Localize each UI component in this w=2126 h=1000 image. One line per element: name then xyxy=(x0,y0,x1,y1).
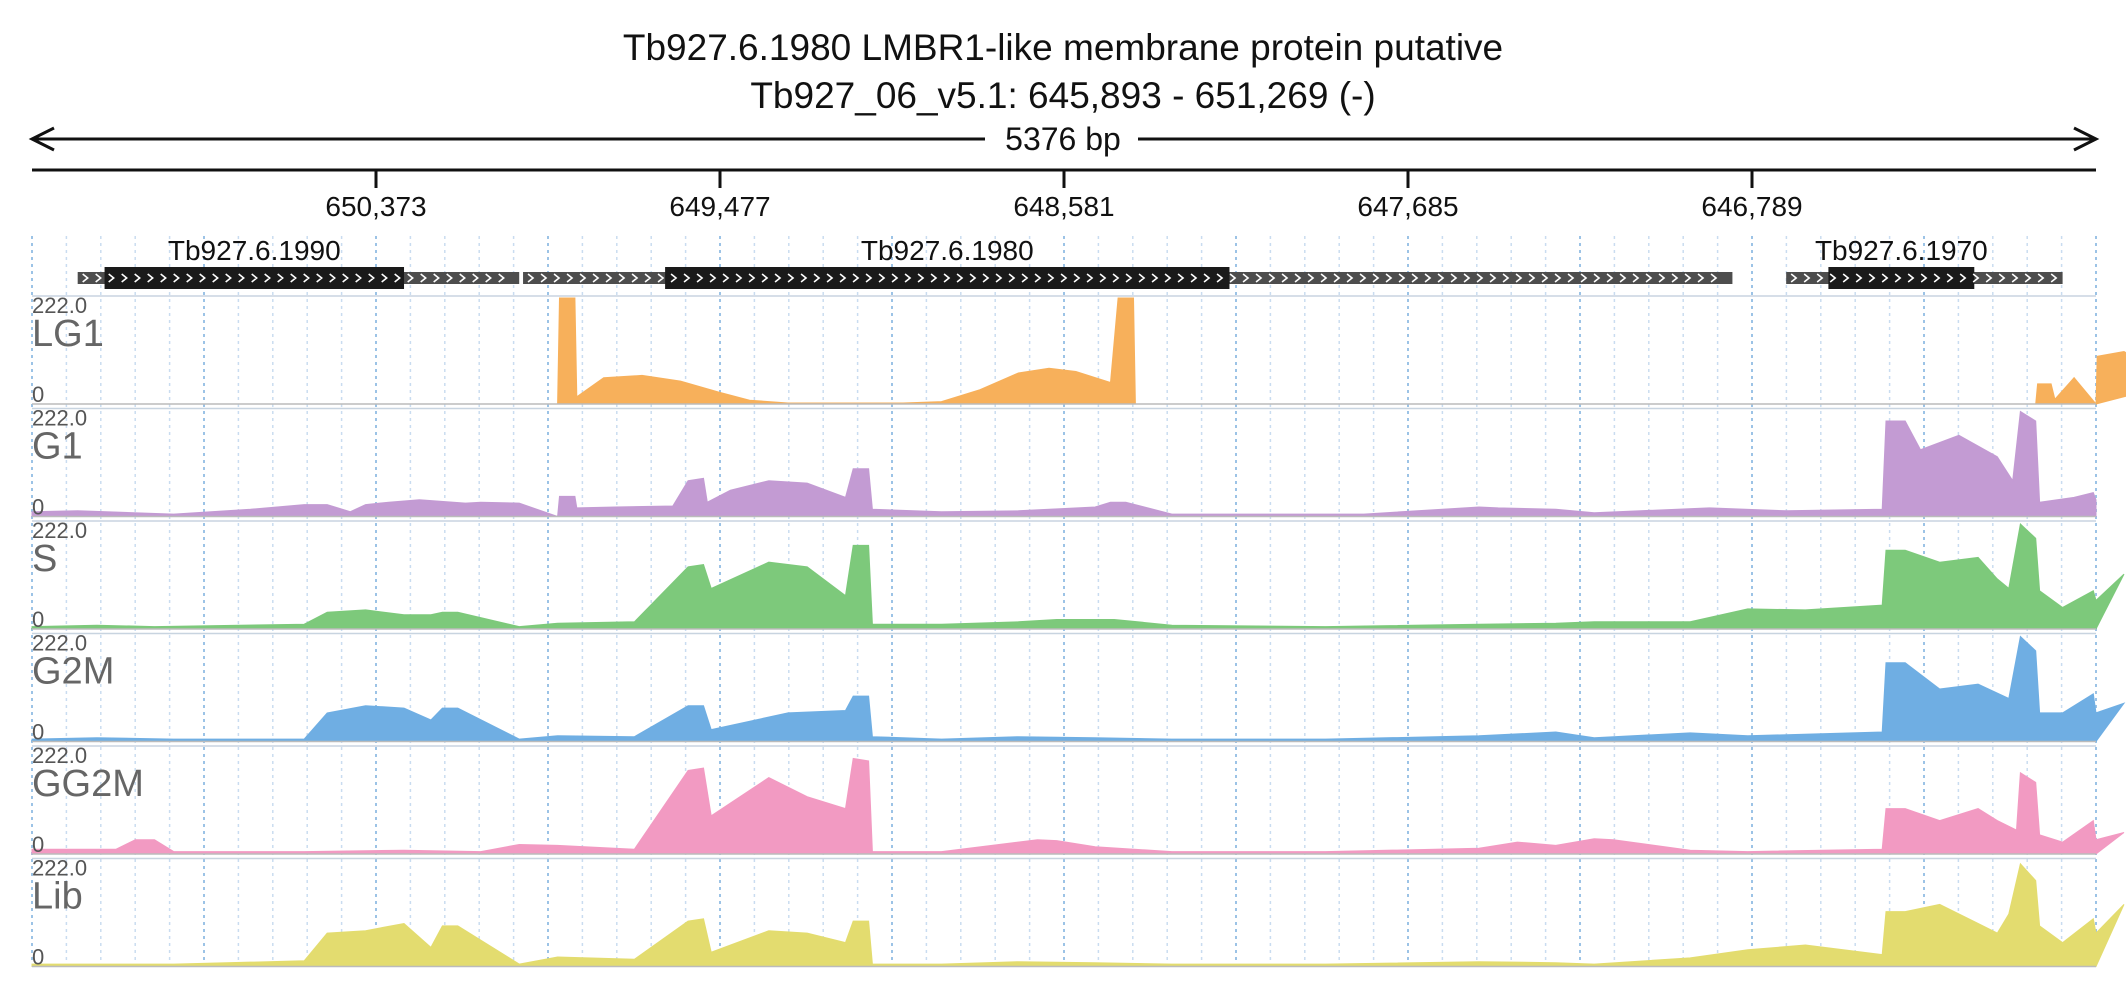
coverage-tracks: 222.00LG1222.00G1222.00S222.00G2M222.00G… xyxy=(31,293,2126,970)
track-lg1: 222.0 0 LG1 xyxy=(32,293,2126,407)
track-name: GG2M xyxy=(32,763,144,805)
gene-label: Tb927.6.1990 xyxy=(168,235,341,266)
track-g2m: 222.0 0 G2M xyxy=(31,631,2126,745)
track-lib: 222.0 0 Lib xyxy=(31,856,2125,970)
coverage-area xyxy=(31,410,2097,518)
strand-arrows xyxy=(527,273,1718,283)
track-max-label: 222.0 xyxy=(32,518,87,543)
genomic-axis: 650,373 649,477 648,581 647,685 646,789 xyxy=(32,168,2096,222)
track-min-label: 0 xyxy=(32,382,44,407)
track-s: 222.0 0 S xyxy=(31,518,2125,632)
coverage-area xyxy=(31,635,2126,742)
span-label: 5376 bp xyxy=(1005,121,1121,157)
axis-tick-label: 647,685 xyxy=(1357,191,1458,222)
track-name: S xyxy=(32,538,57,580)
track-max-label: 222.0 xyxy=(32,856,87,881)
track-name: Lib xyxy=(32,876,83,918)
strand-arrows xyxy=(82,273,505,283)
coverage-area xyxy=(31,523,2125,630)
track-g1: 222.0 0 G1 xyxy=(31,406,2097,520)
track-max-label: 222.0 xyxy=(32,293,87,318)
gene-label: Tb927.6.1980 xyxy=(861,235,1034,266)
gene-label: Tb927.6.1970 xyxy=(1815,235,1988,266)
axis-tick-label: 650,373 xyxy=(325,191,426,222)
track-min-label: 0 xyxy=(32,495,44,520)
track-max-label: 222.0 xyxy=(32,406,87,431)
track-min-label: 0 xyxy=(32,607,44,632)
coverage-area xyxy=(31,757,2125,855)
track-min-label: 0 xyxy=(32,832,44,857)
axis-tick-label: 648,581 xyxy=(1013,191,1114,222)
track-name: G2M xyxy=(32,651,114,693)
gene-cds xyxy=(665,267,1230,289)
coverage-area xyxy=(31,862,2125,967)
gene-track: Tb927.6.1990 Tb927.6.1980 Tb927.6.1970 xyxy=(77,235,2063,289)
strand-arrows xyxy=(1790,273,2058,283)
track-min-label: 0 xyxy=(32,720,44,745)
track-min-label: 0 xyxy=(32,945,44,970)
track-max-label: 222.0 xyxy=(32,743,87,768)
track-name: G1 xyxy=(32,426,83,468)
gene-cds xyxy=(104,267,405,289)
coverage-area xyxy=(32,297,2126,406)
axis-tick-label: 649,477 xyxy=(669,191,770,222)
track-max-label: 222.0 xyxy=(32,631,87,656)
track-name: LG1 xyxy=(32,313,104,355)
chart-subtitle: Tb927_06_v5.1: 645,893 - 651,269 (-) xyxy=(750,75,1375,116)
span-indicator: 5376 bp xyxy=(28,121,2100,157)
axis-tick-label: 646,789 xyxy=(1701,191,1802,222)
track-gg2m: 222.0 0 GG2M xyxy=(31,743,2125,857)
chart-title: Tb927.6.1980 LMBR1-like membrane protein… xyxy=(623,27,1503,68)
